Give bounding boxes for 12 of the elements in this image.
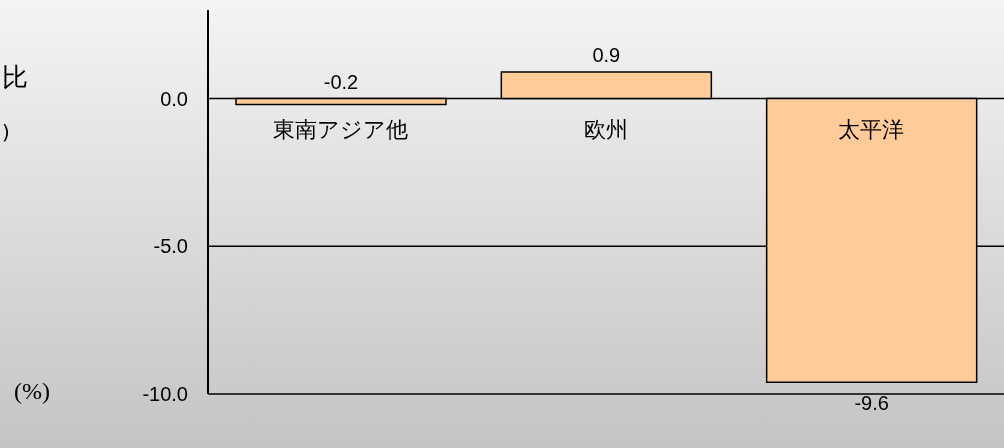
- y-tick-label: -5.0: [153, 235, 188, 258]
- text: 比: [2, 61, 28, 94]
- text: ): [2, 120, 10, 144]
- y-tick-label: -10.0: [142, 383, 188, 406]
- data-label: 0.9: [592, 44, 621, 67]
- x-tick-label: 太平洋: [838, 116, 905, 142]
- x-tick-label: 東南アジア他: [273, 116, 409, 142]
- x-tick-label: 欧州: [584, 116, 628, 142]
- data-label: -9.6: [854, 392, 889, 415]
- y-axis-title: (%): [14, 378, 50, 405]
- y-tick-label: 0.0: [160, 87, 188, 110]
- data-label: -0.2: [323, 70, 359, 93]
